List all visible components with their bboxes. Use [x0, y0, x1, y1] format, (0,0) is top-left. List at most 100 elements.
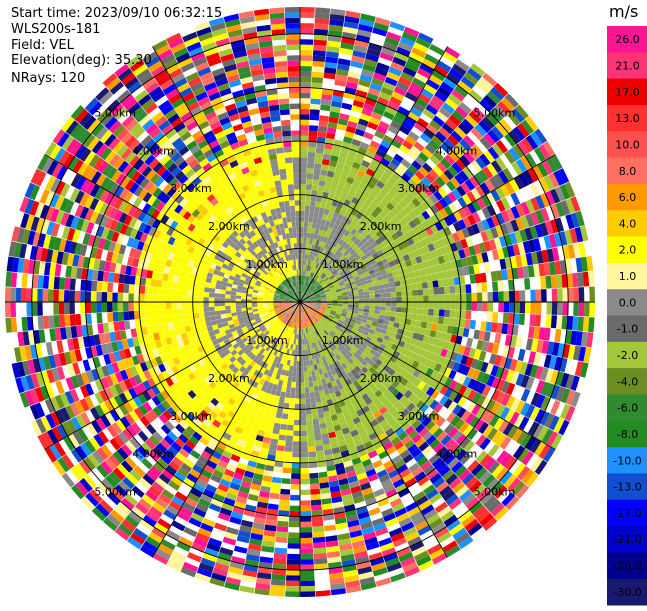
- velocity-gate: [292, 457, 300, 463]
- velocity-gate: [353, 296, 359, 299]
- velocity-gate: [139, 302, 145, 310]
- velocity-gate: [184, 278, 190, 285]
- velocity-gate: [390, 572, 406, 582]
- velocity-gate: [375, 306, 381, 310]
- velocity-gate: [38, 275, 44, 288]
- velocity-gate: [285, 392, 290, 398]
- velocity-gate: [306, 409, 312, 415]
- velocity-gate: [411, 284, 417, 291]
- velocity-gate: [300, 125, 309, 131]
- velocity-gate: [288, 532, 300, 538]
- velocity-gate: [374, 289, 380, 294]
- velocity-gate: [348, 305, 354, 308]
- velocity-gate: [289, 516, 300, 522]
- velocity-gate: [300, 152, 308, 158]
- velocity-gate: [293, 447, 301, 453]
- velocity-gate: [300, 173, 307, 179]
- velocity-gate: [311, 505, 322, 511]
- velocity-gate: [199, 281, 205, 287]
- velocity-gate: [306, 184, 312, 190]
- velocity-gate: [449, 310, 455, 318]
- velocity-gate: [280, 494, 290, 500]
- velocity-gate: [427, 281, 433, 288]
- velocity-gate: [444, 286, 450, 294]
- velocity-gate: [300, 361, 303, 367]
- velocity-gate: [438, 279, 444, 287]
- velocity-gate: [300, 388, 305, 394]
- velocity-gate: [198, 307, 204, 312]
- velocity-gate: [470, 320, 476, 329]
- velocity-gate: [167, 281, 173, 288]
- velocity-gate: [301, 543, 313, 549]
- velocity-gate: [230, 302, 235, 306]
- velocity-gate: [204, 307, 210, 312]
- velocity-gate: [182, 296, 188, 302]
- velocity-gate: [305, 195, 311, 201]
- velocity-gate: [166, 288, 172, 295]
- velocity-gate: [385, 293, 391, 298]
- velocity-gate: [390, 21, 406, 31]
- velocity-gate: [150, 287, 156, 295]
- velocity-gate: [32, 289, 38, 303]
- velocity-gate: [306, 360, 310, 366]
- velocity-gate: [375, 302, 381, 306]
- velocity-gate: [407, 296, 413, 302]
- velocity-gate: [461, 293, 467, 301]
- velocity-gate: [307, 435, 314, 441]
- velocity-gate: [292, 371, 296, 377]
- velocity-gate: [145, 310, 151, 318]
- velocity-gate: [123, 311, 129, 320]
- velocity-gate: [300, 516, 311, 522]
- velocity-gate: [391, 302, 396, 307]
- velocity-gate: [369, 306, 375, 310]
- velocity-gate: [433, 287, 439, 294]
- velocity-gate: [302, 345, 305, 351]
- velocity-gate: [292, 463, 300, 469]
- velocity-gate: [155, 295, 161, 302]
- velocity-gate: [280, 489, 290, 495]
- velocity-gate: [178, 277, 184, 284]
- velocity-gate: [417, 314, 423, 321]
- velocity-gate: [314, 163, 322, 169]
- velocity-gate: [198, 302, 204, 307]
- velocity-gate: [385, 307, 391, 312]
- velocity-gate: [450, 294, 456, 302]
- velocity-gate: [220, 298, 226, 302]
- velocity-gate: [300, 425, 306, 431]
- velocity-gate: [389, 282, 395, 288]
- velocity-gate: [11, 272, 17, 287]
- velocity-gate: [464, 319, 470, 328]
- velocity-gate: [300, 114, 309, 120]
- velocity-gate: [285, 586, 300, 592]
- velocity-gate: [310, 201, 316, 207]
- velocity-gate: [172, 521, 186, 532]
- velocity-gate: [310, 206, 315, 212]
- velocity-gate: [112, 293, 118, 302]
- velocity-gate: [314, 429, 321, 435]
- velocity-gate: [241, 296, 247, 299]
- velocity-gate: [184, 320, 190, 327]
- velocity-gate: [287, 382, 292, 388]
- velocity-gate: [407, 308, 413, 314]
- velocity-gate: [205, 282, 211, 288]
- velocity-gate: [55, 380, 64, 394]
- velocity-gate: [308, 222, 313, 228]
- velocity-gate: [70, 278, 76, 290]
- velocity-gate: [75, 314, 81, 326]
- velocity-gate: [284, 397, 290, 403]
- velocity-gate: [26, 288, 32, 302]
- velocity-gate: [53, 290, 59, 302]
- velocity-gate: [311, 499, 322, 505]
- velocity-gate: [390, 312, 396, 317]
- velocity-gate: [313, 174, 320, 180]
- velocity-gate: [300, 356, 303, 361]
- velocity-gate: [294, 425, 301, 431]
- velocity-gate: [221, 314, 227, 319]
- velocity-gate: [315, 396, 321, 402]
- velocity-gate: [488, 444, 500, 457]
- velocity-gate: [380, 298, 386, 302]
- velocity-gate: [301, 586, 316, 592]
- velocity-gate: [312, 61, 324, 67]
- velocity-gate: [423, 295, 429, 301]
- velocity-gate: [91, 281, 97, 292]
